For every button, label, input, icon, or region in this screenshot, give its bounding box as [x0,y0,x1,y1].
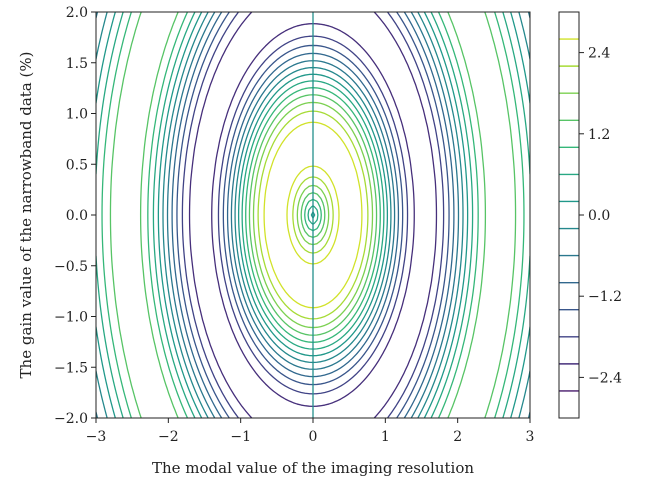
contour-level-8 [96,12,530,418]
x-tick-label: 3 [526,429,535,445]
x-axis: −3 −2 −1 0 1 2 3 [86,418,535,445]
colorbar-tick-label: 0.0 [588,208,610,224]
contour-level-12 [252,101,374,329]
contour-level-2 [188,12,438,418]
x-tick-label: −3 [86,429,107,445]
colorbar-tick-label: 1.2 [588,127,610,143]
x-tick-label: −1 [230,429,251,445]
x-tick-label: 0 [309,429,318,445]
x-axis-title: The modal value of the imaging resolutio… [152,459,474,477]
contour-level-11 [109,12,517,418]
contour-level-5 [171,12,455,418]
y-tick-label: 1.5 [66,56,88,72]
colorbar: −2.4 −1.2 0.0 1.2 2.4 [558,11,622,419]
contour-level-6 [96,12,530,418]
y-tick-label: 1.0 [66,107,88,123]
contour-level-4 [176,12,450,418]
contour-level-3 [181,12,445,418]
x-tick-label: −2 [158,429,179,445]
contour-level-10 [101,12,525,418]
colorbar-tick-label: 2.4 [588,46,610,62]
colorbar-frame [558,11,580,419]
y-tick-label: −0.5 [54,259,88,275]
colorbar-tick-label: −2.4 [588,370,622,386]
y-tick-label: 2.0 [66,5,88,21]
colorbar-tick-label: −1.2 [588,289,622,305]
y-tick-label: 0.5 [66,157,88,173]
contour-level-9 [96,12,530,418]
contour-level-13 [257,110,369,320]
y-tick-label: −1.0 [54,310,88,326]
y-tick-label: −1.5 [54,360,88,376]
y-axis: −2.0 −1.5 −1.0 −0.5 0.0 0.5 1.0 1.5 2.0 [54,5,96,427]
y-axis-title: The gain value of the narrowband data (%… [17,52,35,379]
contour-lines [96,12,530,418]
y-tick-label: −2.0 [54,411,88,427]
y-tick-label: 0.0 [66,208,88,224]
x-tick-label: 1 [381,429,390,445]
contour-level-14 [263,121,363,309]
x-tick-label: 2 [453,429,462,445]
